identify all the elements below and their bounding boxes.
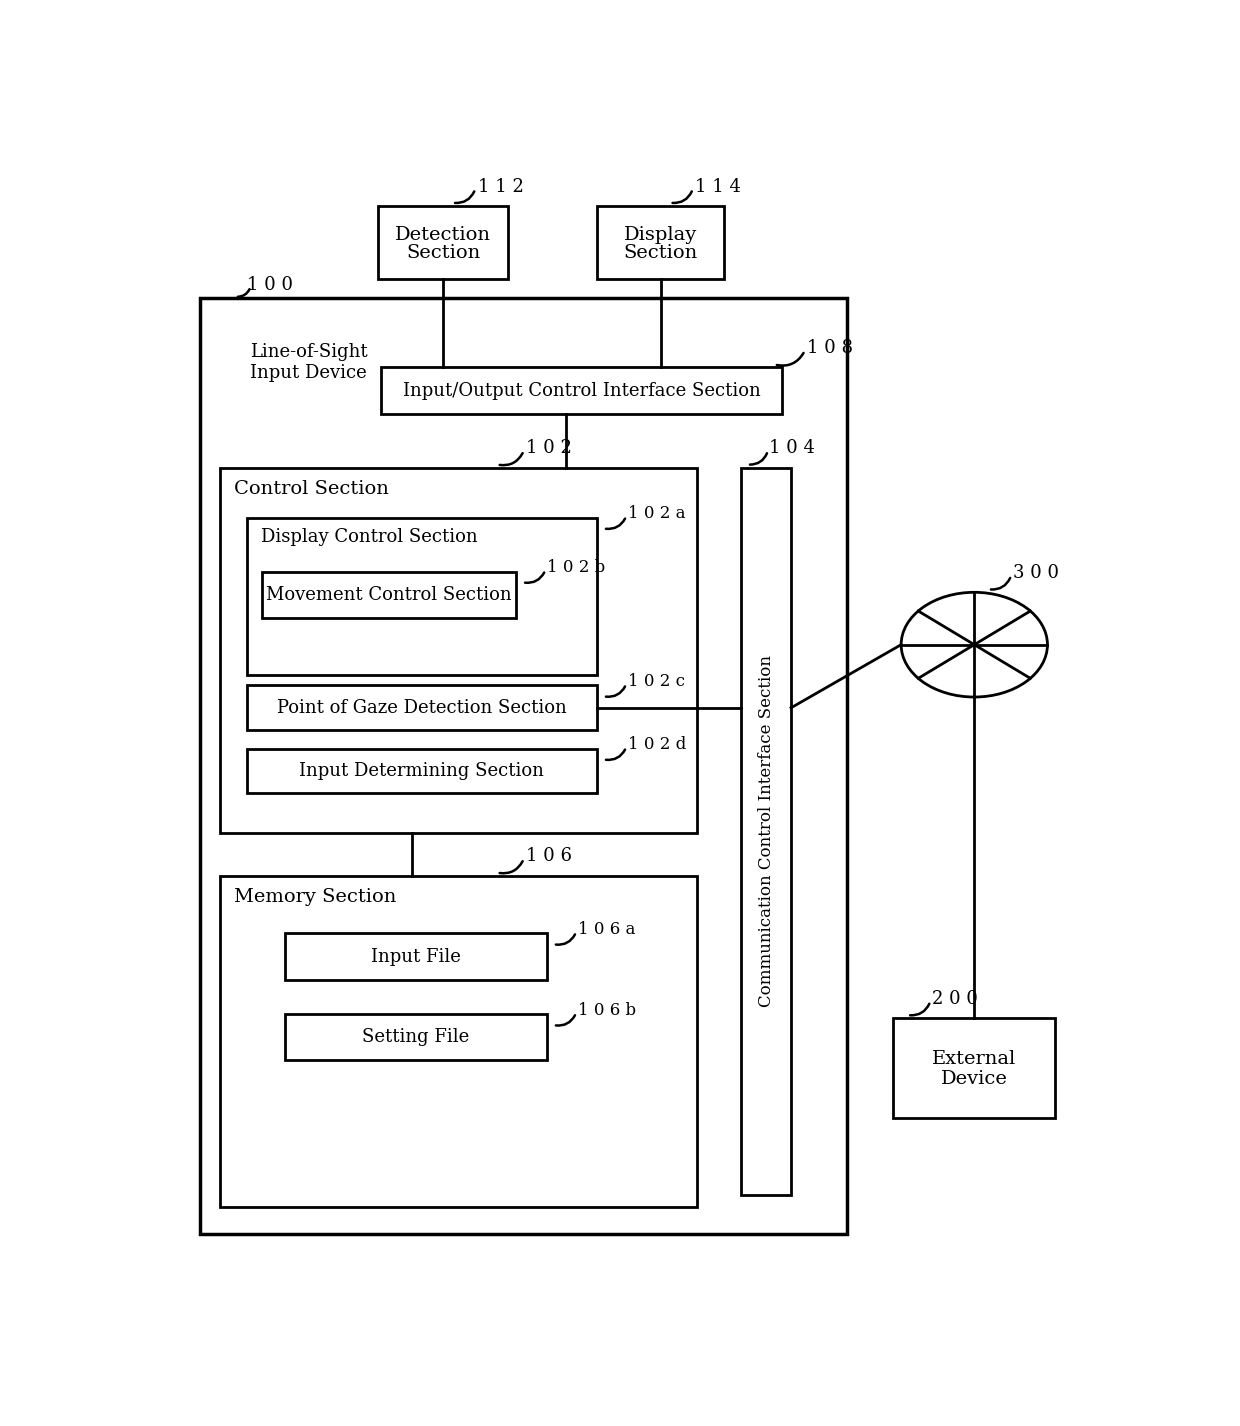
Text: 1 0 2: 1 0 2 bbox=[526, 439, 572, 458]
Text: 1 0 6 a: 1 0 6 a bbox=[578, 921, 635, 938]
Text: Display: Display bbox=[624, 225, 697, 244]
Text: 1 0 6 b: 1 0 6 b bbox=[578, 1002, 636, 1020]
Text: Movement Control Section: Movement Control Section bbox=[267, 586, 512, 603]
Text: 1 0 8: 1 0 8 bbox=[807, 339, 853, 358]
Bar bbox=[742, 468, 791, 1195]
Text: 1 0 2 a: 1 0 2 a bbox=[627, 505, 686, 522]
Text: 2 0 0: 2 0 0 bbox=[932, 990, 978, 1008]
Bar bbox=[247, 686, 596, 730]
Text: 1 0 4: 1 0 4 bbox=[770, 439, 816, 458]
Bar bbox=[596, 205, 724, 279]
Text: Section: Section bbox=[405, 244, 480, 262]
Bar bbox=[219, 876, 697, 1206]
Bar bbox=[247, 749, 596, 793]
Bar bbox=[247, 518, 596, 676]
Ellipse shape bbox=[901, 592, 1048, 697]
Bar bbox=[219, 468, 697, 833]
Bar bbox=[201, 298, 847, 1233]
Text: 1 0 2 d: 1 0 2 d bbox=[627, 736, 686, 753]
Text: Section: Section bbox=[624, 244, 698, 262]
Text: Line-of-Sight: Line-of-Sight bbox=[250, 344, 368, 361]
Text: Control Section: Control Section bbox=[233, 481, 388, 498]
Text: 1 0 2 c: 1 0 2 c bbox=[627, 673, 684, 690]
Bar bbox=[894, 1018, 1055, 1118]
Text: Input Device: Input Device bbox=[250, 364, 367, 382]
Text: Input/Output Control Interface Section: Input/Output Control Interface Section bbox=[403, 382, 760, 399]
Text: 1 0 2 b: 1 0 2 b bbox=[547, 559, 605, 576]
Text: 1 1 2: 1 1 2 bbox=[477, 177, 523, 195]
Text: External: External bbox=[932, 1050, 1017, 1068]
Bar bbox=[382, 368, 781, 414]
Bar bbox=[377, 205, 508, 279]
Text: Detection: Detection bbox=[396, 225, 491, 244]
Text: 1 0 6: 1 0 6 bbox=[526, 847, 572, 866]
Text: Input File: Input File bbox=[371, 947, 461, 965]
Text: Device: Device bbox=[941, 1070, 1008, 1088]
Text: 1 0 0: 1 0 0 bbox=[247, 277, 293, 294]
Bar bbox=[285, 1014, 547, 1061]
Text: 1 1 4: 1 1 4 bbox=[696, 177, 742, 195]
Text: Input Determining Section: Input Determining Section bbox=[299, 761, 544, 780]
Text: Memory Section: Memory Section bbox=[233, 888, 396, 907]
Bar bbox=[262, 572, 516, 617]
Text: Communication Control Interface Section: Communication Control Interface Section bbox=[758, 656, 775, 1007]
Text: Point of Gaze Detection Section: Point of Gaze Detection Section bbox=[277, 699, 567, 717]
Text: Display Control Section: Display Control Section bbox=[260, 528, 477, 546]
Text: 3 0 0: 3 0 0 bbox=[1013, 565, 1059, 582]
Bar bbox=[285, 934, 547, 980]
Text: Setting File: Setting File bbox=[362, 1028, 470, 1047]
